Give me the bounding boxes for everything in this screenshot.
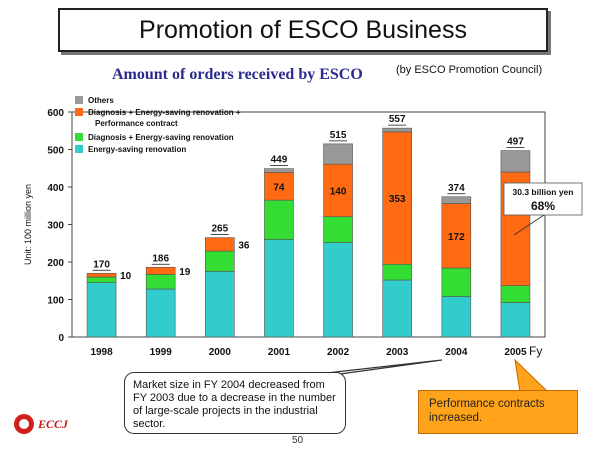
bar-segment (441, 267, 472, 297)
data-label: 36 (238, 240, 250, 251)
legend-swatch (75, 145, 83, 153)
bar-segment (323, 163, 353, 217)
bar-segment (145, 288, 176, 338)
annotation-value: 30.3 billion yen (513, 187, 574, 197)
bar-segment (441, 203, 472, 269)
total-label: 374 (448, 183, 465, 194)
bar-segment (264, 239, 294, 338)
legend-label: Diagnosis + Energy-saving renovation (88, 133, 234, 142)
performance-contract-callout: Performance contracts increased. (418, 390, 578, 434)
y-tick-label: 300 (47, 221, 64, 232)
page-title: Promotion of ESCO Business (58, 8, 548, 52)
legend-swatch (75, 108, 83, 116)
bar-segment (86, 276, 117, 283)
legend-label: Energy-saving renovation (88, 145, 186, 154)
data-label: 353 (389, 194, 406, 205)
y-tick-label: 400 (47, 183, 64, 194)
legend-label-line: Performance contract (95, 119, 178, 128)
data-label: 140 (330, 186, 347, 197)
total-label: 449 (271, 155, 288, 166)
bar-segment (86, 272, 117, 278)
legend-swatch (75, 96, 83, 104)
bar-segment (382, 131, 412, 265)
y-tick-label: 500 (47, 146, 64, 157)
y-tick-label: 0 (58, 333, 64, 344)
performance-callout-pointer (514, 358, 550, 393)
data-label: 10 (120, 271, 132, 282)
bar-segment (323, 143, 353, 165)
x-tick-label: 2000 (209, 347, 232, 358)
bar-segment (145, 266, 176, 275)
legend-label: Others (88, 96, 114, 105)
x-axis-label: Fy (529, 344, 542, 358)
annotation-percent: 68% (531, 199, 555, 213)
y-tick-label: 100 (47, 296, 64, 307)
market-size-callout: Market size in FY 2004 decreased from FY… (124, 372, 346, 434)
x-tick-label: 1998 (90, 347, 113, 358)
x-tick-label: 2001 (268, 347, 291, 358)
bar-segment (264, 199, 294, 240)
total-label: 497 (507, 137, 524, 148)
total-label: 557 (389, 114, 406, 125)
data-label: 172 (448, 232, 465, 243)
x-tick-label: 1999 (150, 347, 173, 358)
bar-segment (500, 285, 531, 303)
bar-segment (382, 279, 412, 338)
eccj-logo-icon (14, 414, 34, 434)
total-label: 515 (330, 130, 347, 141)
total-label: 186 (152, 253, 169, 264)
chart-title: Amount of orders received by ESCO (112, 66, 363, 83)
total-label: 170 (93, 259, 110, 270)
total-label: 265 (211, 224, 228, 235)
bar-segment (205, 250, 235, 272)
bar-segment (264, 168, 294, 173)
bar-segment (86, 282, 117, 338)
data-label: 19 (179, 267, 191, 278)
bar-segment (382, 263, 412, 281)
bar-segment (145, 274, 176, 290)
annotation-box (503, 182, 583, 216)
x-tick-label: 2003 (386, 347, 409, 358)
annotation-pointer (513, 214, 545, 236)
page-number: 50 (292, 435, 304, 446)
bar-segment (500, 302, 531, 338)
x-tick-label: 2004 (445, 347, 468, 358)
bar-segment (382, 127, 412, 133)
bar-segment (441, 296, 472, 338)
y-tick-label: 600 (47, 108, 64, 119)
x-tick-label: 2005 (504, 347, 527, 358)
legend-label-line: Diagnosis + Energy-saving renovation + (88, 108, 241, 117)
x-tick-label: 2002 (327, 347, 350, 358)
bar-segment (323, 216, 353, 243)
legend-label: Diagnosis + Energy-saving renovation + Pe… (88, 108, 241, 128)
eccj-logo-text: ECCJ (38, 416, 69, 431)
bar-segment (323, 242, 353, 338)
y-axis-label: Unit: 100 million yen (23, 184, 33, 265)
y-tick-label: 200 (47, 258, 64, 269)
legend-swatch (75, 133, 83, 141)
data-label: 74 (273, 182, 285, 193)
eccj-logo: ECCJ (14, 414, 68, 434)
bar-segment (264, 172, 294, 201)
source-note: (by ESCO Promotion Council) (396, 64, 543, 76)
bar-segment (205, 271, 235, 338)
bar-segment (441, 196, 472, 204)
bar-segment (205, 237, 235, 252)
bar-segment (500, 150, 531, 173)
